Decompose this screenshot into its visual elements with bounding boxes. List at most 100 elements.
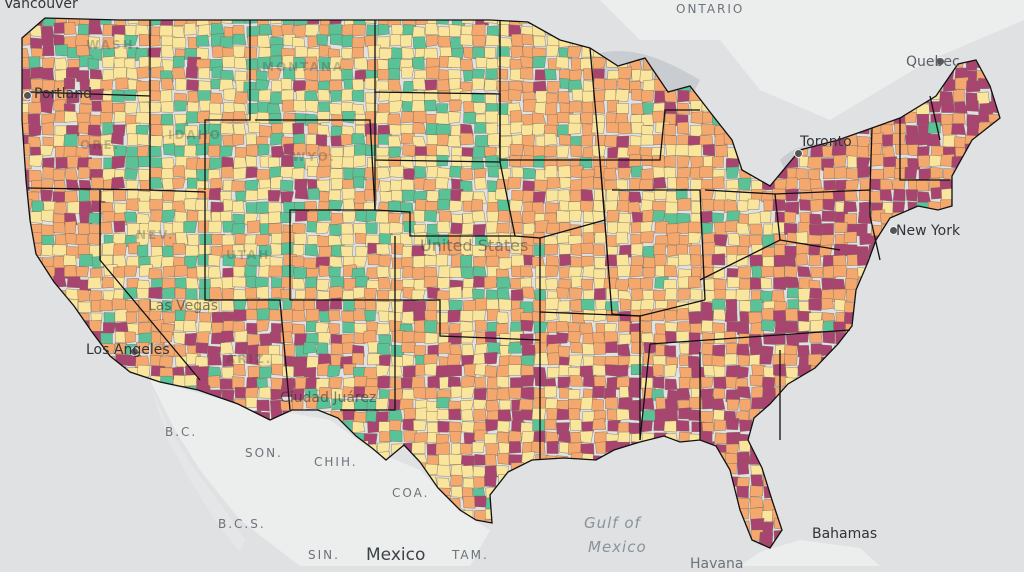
county-cell[interactable] bbox=[653, 243, 667, 257]
county-cell[interactable] bbox=[195, 198, 209, 212]
county-cell[interactable] bbox=[832, 265, 847, 278]
county-cell[interactable] bbox=[234, 330, 248, 343]
county-cell[interactable] bbox=[760, 277, 773, 289]
county-cell[interactable] bbox=[54, 44, 69, 57]
county-cell[interactable] bbox=[149, 135, 163, 148]
county-cell[interactable] bbox=[316, 397, 332, 410]
county-cell[interactable] bbox=[677, 89, 690, 103]
county-cell[interactable] bbox=[676, 388, 691, 401]
county-cell[interactable] bbox=[352, 24, 366, 37]
county-cell[interactable] bbox=[474, 135, 489, 148]
county-cell[interactable] bbox=[343, 145, 356, 159]
county-cell[interactable] bbox=[699, 165, 714, 179]
county-cell[interactable] bbox=[715, 144, 728, 158]
county-cell[interactable] bbox=[619, 298, 632, 311]
county-cell[interactable] bbox=[64, 264, 77, 277]
county-cell[interactable] bbox=[582, 265, 595, 278]
county-cell[interactable] bbox=[834, 299, 846, 312]
county-cell[interactable] bbox=[64, 220, 77, 235]
county-cell[interactable] bbox=[449, 299, 463, 311]
county-cell[interactable] bbox=[664, 309, 679, 322]
county-cell[interactable] bbox=[631, 341, 644, 355]
county-cell[interactable] bbox=[690, 100, 703, 113]
county-cell[interactable] bbox=[424, 332, 439, 345]
county-cell[interactable] bbox=[282, 365, 294, 378]
county-cell[interactable] bbox=[664, 378, 678, 390]
county-cell[interactable] bbox=[283, 143, 296, 156]
county-cell[interactable] bbox=[437, 220, 451, 234]
county-cell[interactable] bbox=[126, 67, 139, 80]
county-cell[interactable] bbox=[449, 200, 463, 213]
county-cell[interactable] bbox=[797, 288, 811, 301]
county-cell[interactable] bbox=[472, 224, 487, 237]
county-cell[interactable] bbox=[437, 35, 452, 49]
county-cell[interactable] bbox=[640, 320, 652, 334]
county-cell[interactable] bbox=[581, 90, 596, 104]
county-cell[interactable] bbox=[617, 343, 631, 357]
county-cell[interactable] bbox=[207, 144, 220, 158]
county-cell[interactable] bbox=[197, 110, 210, 124]
county-cell[interactable] bbox=[363, 386, 379, 398]
county-cell[interactable] bbox=[463, 363, 478, 377]
county-cell[interactable] bbox=[664, 102, 678, 115]
county-cell[interactable] bbox=[592, 244, 606, 256]
county-cell[interactable] bbox=[40, 209, 54, 223]
county-cell[interactable] bbox=[267, 297, 281, 311]
county-cell[interactable] bbox=[484, 276, 497, 290]
county-cell[interactable] bbox=[426, 300, 439, 313]
county-cell[interactable] bbox=[582, 232, 595, 244]
county-cell[interactable] bbox=[401, 110, 415, 124]
county-cell[interactable] bbox=[40, 189, 53, 202]
county-cell[interactable] bbox=[498, 257, 513, 271]
county-cell[interactable] bbox=[101, 190, 114, 204]
county-cell[interactable] bbox=[412, 255, 427, 269]
county-cell[interactable] bbox=[424, 23, 440, 35]
county-cell[interactable] bbox=[678, 253, 692, 267]
county-cell[interactable] bbox=[329, 256, 343, 269]
county-cell[interactable] bbox=[520, 319, 534, 332]
county-cell[interactable] bbox=[111, 298, 127, 311]
county-cell[interactable] bbox=[268, 309, 282, 322]
county-cell[interactable] bbox=[280, 78, 292, 91]
county-cell[interactable] bbox=[580, 112, 595, 124]
county-cell[interactable] bbox=[149, 166, 164, 180]
county-cell[interactable] bbox=[77, 244, 91, 255]
county-cell[interactable] bbox=[485, 419, 499, 432]
county-cell[interactable] bbox=[125, 198, 141, 212]
county-cell[interactable] bbox=[688, 341, 702, 355]
county-cell[interactable] bbox=[221, 288, 235, 301]
county-cell[interactable] bbox=[135, 80, 151, 93]
county-cell[interactable] bbox=[738, 278, 753, 290]
county-cell[interactable] bbox=[486, 255, 499, 269]
county-cell[interactable] bbox=[244, 287, 259, 300]
county-cell[interactable] bbox=[353, 399, 368, 412]
county-cell[interactable] bbox=[485, 68, 500, 80]
county-cell[interactable] bbox=[615, 89, 630, 102]
county-cell[interactable] bbox=[713, 234, 728, 247]
county-cell[interactable] bbox=[473, 102, 486, 114]
county-cell[interactable] bbox=[329, 224, 344, 237]
county-cell[interactable] bbox=[761, 509, 774, 523]
county-cell[interactable] bbox=[114, 308, 128, 323]
county-cell[interactable] bbox=[447, 309, 461, 323]
county-cell[interactable] bbox=[463, 299, 478, 312]
county-cell[interactable] bbox=[615, 231, 629, 245]
county-cell[interactable] bbox=[604, 331, 619, 344]
county-cell[interactable] bbox=[966, 80, 981, 93]
county-cell[interactable] bbox=[450, 222, 464, 234]
county-cell[interactable] bbox=[617, 167, 632, 180]
county-cell[interactable] bbox=[305, 276, 318, 290]
county-cell[interactable] bbox=[713, 376, 728, 390]
county-cell[interactable] bbox=[568, 398, 582, 412]
county-cell[interactable] bbox=[63, 78, 76, 90]
county-cell[interactable] bbox=[375, 364, 390, 378]
county-cell[interactable] bbox=[87, 58, 99, 70]
county-cell[interactable] bbox=[411, 56, 425, 70]
county-cell[interactable] bbox=[87, 124, 103, 137]
county-cell[interactable] bbox=[713, 419, 727, 432]
county-cell[interactable] bbox=[411, 266, 426, 280]
county-cell[interactable] bbox=[162, 178, 175, 191]
county-cell[interactable] bbox=[714, 222, 728, 235]
county-cell[interactable] bbox=[438, 454, 452, 467]
county-cell[interactable] bbox=[220, 330, 235, 343]
